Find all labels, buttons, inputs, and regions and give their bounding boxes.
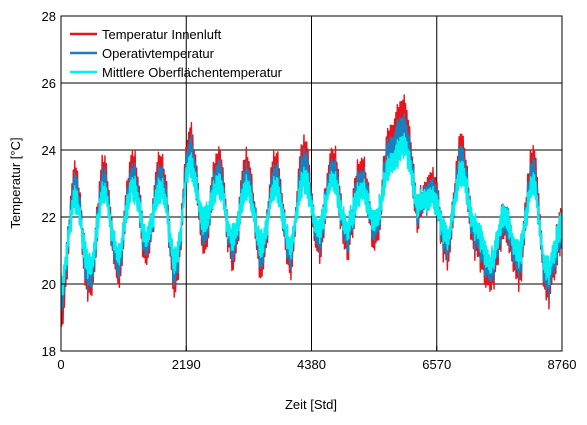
x-axis-ticks: 0 2190 4380 6570 8760 [57,346,576,372]
legend-label: Temperatur Innenluft [102,27,222,42]
y-tick-label: 26 [42,76,56,91]
y-axis-ticks: 18 20 22 24 26 28 [42,9,66,359]
legend-label: Mittlere Oberflächentemperatur [102,65,283,80]
x-tick-label: 2190 [172,357,201,372]
y-tick-label: 20 [42,277,56,292]
y-tick-label: 22 [42,210,56,225]
y-tick-label: 28 [42,9,56,24]
x-tick-label: 6570 [422,357,451,372]
series-group [61,94,562,327]
x-tick-label: 8760 [548,357,577,372]
x-tick-label: 0 [57,357,64,372]
legend: Temperatur Innenluft Operativtemperatur Mi… [70,27,283,80]
y-axis-label: Temperatur [°C] [8,137,23,228]
x-axis-label: Zeit [Std] [285,397,337,412]
y-tick-label: 18 [42,344,56,359]
x-tick-label: 4380 [297,357,326,372]
legend-label: Operativtemperatur [102,46,215,61]
series-line-2 [61,132,562,296]
y-tick-label: 24 [42,143,56,158]
